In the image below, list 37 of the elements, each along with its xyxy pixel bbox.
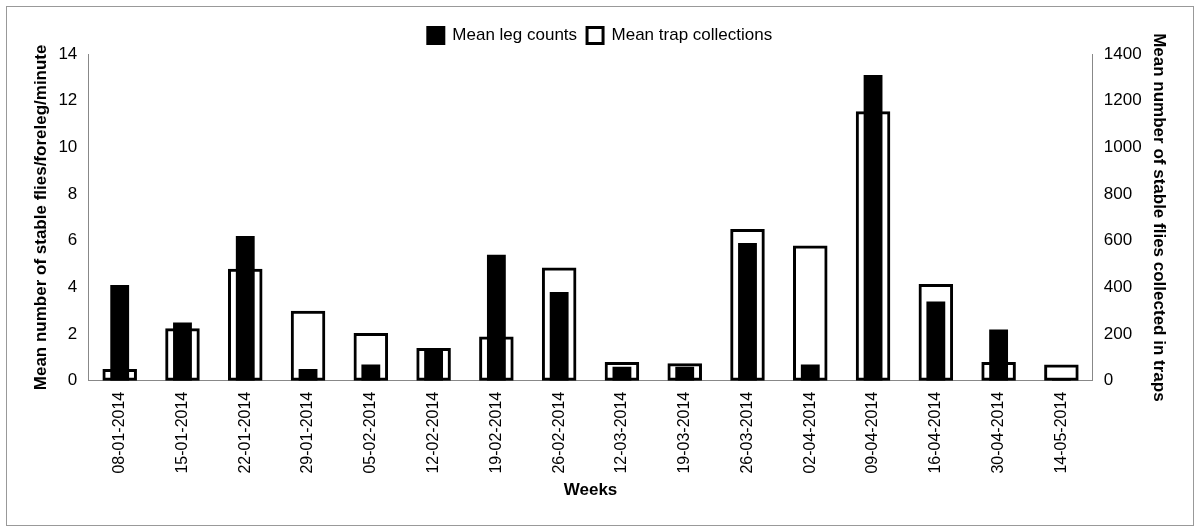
x-tick-label: 30-04-2014 (989, 391, 1007, 474)
y2-tick-label: 1200 (1103, 90, 1142, 110)
legend-label: Mean leg counts (452, 25, 578, 45)
x-tick-label: 02-04-2014 (800, 391, 818, 474)
x-tick-label: 08-01-2014 (110, 391, 128, 474)
y-tick-label: 14 (58, 43, 78, 63)
x-tick-label: 15-01-2014 (172, 391, 190, 474)
x-tick-label: 26-02-2014 (549, 391, 567, 474)
x-tick-label: 16-04-2014 (926, 391, 944, 474)
y-tick-label: 12 (58, 90, 78, 110)
x-tick-label: 12-03-2014 (612, 391, 630, 474)
x-tick-label: 29-01-2014 (298, 391, 316, 474)
y2-tick-label: 800 (1103, 183, 1133, 203)
x-tick-label: 09-04-2014 (863, 391, 881, 474)
y-tick-label: 10 (58, 137, 78, 157)
y-tick-label: 6 (67, 230, 78, 250)
y-tick-label: 0 (67, 370, 78, 390)
x-axis-title: Weeks (563, 480, 618, 500)
x-tick-label: 12-02-2014 (424, 391, 441, 474)
y2-tick-label: 1400 (1103, 43, 1142, 63)
x-tick-label: 26-03-2014 (737, 391, 755, 474)
y-tick-label: 4 (67, 277, 78, 297)
x-tick-label: 19-03-2014 (675, 391, 693, 474)
x-tick-label: 14-05-2014 (1051, 391, 1069, 474)
y2-tick-label: 600 (1103, 230, 1133, 250)
y-axis-title: Mean number of stable flies/foreleg/minute (30, 44, 50, 391)
y-tick-label: 2 (67, 323, 78, 343)
x-tick-label: 19-02-2014 (486, 391, 504, 474)
x-tick-label: 22-01-2014 (235, 391, 253, 474)
legend-label: Mean trap collections (611, 25, 773, 45)
y2-axis-title: Mean number of stable flies collected in traps (1150, 33, 1170, 402)
x-tick-label: 05-02-2014 (361, 391, 379, 474)
y2-tick-label: 200 (1103, 323, 1133, 343)
y2-tick-label: 1000 (1103, 137, 1142, 157)
y-tick-label: 8 (67, 183, 78, 203)
y2-tick-label: 400 (1103, 277, 1133, 297)
y2-tick-label: 0 (1103, 370, 1114, 390)
